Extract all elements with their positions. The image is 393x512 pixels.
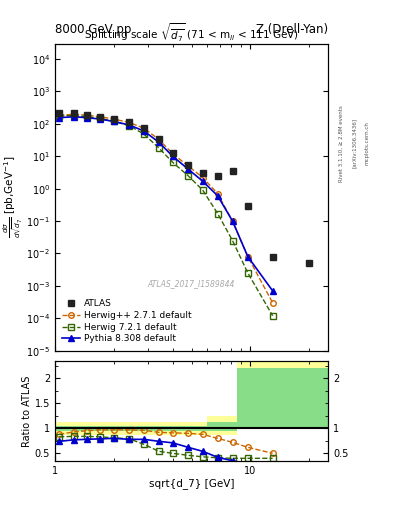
Text: ATLAS_2017_I1589844: ATLAS_2017_I1589844 [148,279,235,288]
Pythia 8.308 default [215,193,220,199]
Herwig++ 2.7.1 default [170,151,175,157]
Herwig++ 2.7.1 default [84,112,89,118]
Herwig++ 2.7.1 default [112,116,116,122]
ATLAS [112,116,116,122]
Herwig 7.2.1 default [200,187,205,193]
Y-axis label: $\frac{d\sigma}{d\sqrt{d_7}}$ [pb,GeV$^{-1}$]: $\frac{d\sigma}{d\sqrt{d_7}}$ [pb,GeV$^{… [1,156,25,239]
ATLAS [141,125,146,131]
Herwig 7.2.1 default [112,118,116,124]
Herwig 7.2.1 default [215,210,220,217]
ATLAS [270,253,275,260]
Pythia 8.308 default [246,253,250,260]
Text: 8000 GeV pp: 8000 GeV pp [55,23,131,36]
Herwig++ 2.7.1 default [98,114,103,120]
Text: mcplots.cern.ch: mcplots.cern.ch [365,121,370,165]
Text: Z (Drell-Yan): Z (Drell-Yan) [256,23,328,36]
Legend: ATLAS, Herwig++ 2.7.1 default, Herwig 7.2.1 default, Pythia 8.308 default: ATLAS, Herwig++ 2.7.1 default, Herwig 7.… [59,296,194,346]
Pythia 8.308 default [84,115,89,121]
ATLAS [230,168,235,174]
ATLAS [200,170,205,176]
Herwig 7.2.1 default [141,131,146,137]
Herwig 7.2.1 default [230,238,235,244]
Pythia 8.308 default [170,153,175,159]
Herwig++ 2.7.1 default [215,190,220,197]
ATLAS [186,162,191,168]
Herwig 7.2.1 default [246,270,250,276]
Herwig++ 2.7.1 default [57,112,62,118]
Line: Herwig++ 2.7.1 default: Herwig++ 2.7.1 default [56,112,275,306]
Herwig++ 2.7.1 default [186,163,191,169]
Pythia 8.308 default [270,288,275,294]
ATLAS [170,150,175,156]
Herwig 7.2.1 default [186,173,191,179]
Herwig 7.2.1 default [156,145,161,151]
ATLAS [246,203,250,209]
Line: Pythia 8.308 default: Pythia 8.308 default [56,114,275,294]
ATLAS [127,119,132,125]
Herwig 7.2.1 default [270,313,275,319]
Pythia 8.308 default [141,128,146,134]
Pythia 8.308 default [98,116,103,122]
Herwig++ 2.7.1 default [127,119,132,125]
Herwig 7.2.1 default [57,113,62,119]
Pythia 8.308 default [230,218,235,224]
Herwig++ 2.7.1 default [230,218,235,224]
Pythia 8.308 default [186,166,191,172]
ATLAS [215,173,220,179]
Line: Herwig 7.2.1 default: Herwig 7.2.1 default [56,113,275,318]
Herwig 7.2.1 default [170,159,175,165]
Herwig++ 2.7.1 default [270,300,275,306]
ATLAS [72,110,76,116]
Pythia 8.308 default [127,122,132,128]
ATLAS [156,136,161,142]
Line: ATLAS: ATLAS [56,110,312,266]
Herwig++ 2.7.1 default [200,175,205,181]
Text: [arXiv:1306.3436]: [arXiv:1306.3436] [352,118,357,168]
ATLAS [57,110,62,116]
Herwig 7.2.1 default [98,115,103,121]
Herwig 7.2.1 default [84,114,89,120]
Pythia 8.308 default [57,115,62,121]
Y-axis label: Ratio to ATLAS: Ratio to ATLAS [22,375,32,446]
Herwig 7.2.1 default [72,113,76,119]
Title: Splitting scale $\sqrt{\overline{d_7}}$ (71 < m$_{ll}$ < 111 GeV): Splitting scale $\sqrt{\overline{d_7}}$ … [84,21,299,44]
Herwig++ 2.7.1 default [72,111,76,117]
Text: Rivet 3.1.10, ≥ 2.8M events: Rivet 3.1.10, ≥ 2.8M events [339,105,344,182]
Pythia 8.308 default [156,139,161,145]
Herwig++ 2.7.1 default [156,136,161,142]
X-axis label: sqrt{d_7} [GeV]: sqrt{d_7} [GeV] [149,478,234,489]
ATLAS [98,114,103,120]
ATLAS [307,260,312,266]
ATLAS [84,112,89,118]
Pythia 8.308 default [112,118,116,124]
Pythia 8.308 default [200,178,205,184]
Herwig 7.2.1 default [127,122,132,129]
Herwig++ 2.7.1 default [246,253,250,260]
Herwig++ 2.7.1 default [141,125,146,131]
Pythia 8.308 default [72,114,76,120]
